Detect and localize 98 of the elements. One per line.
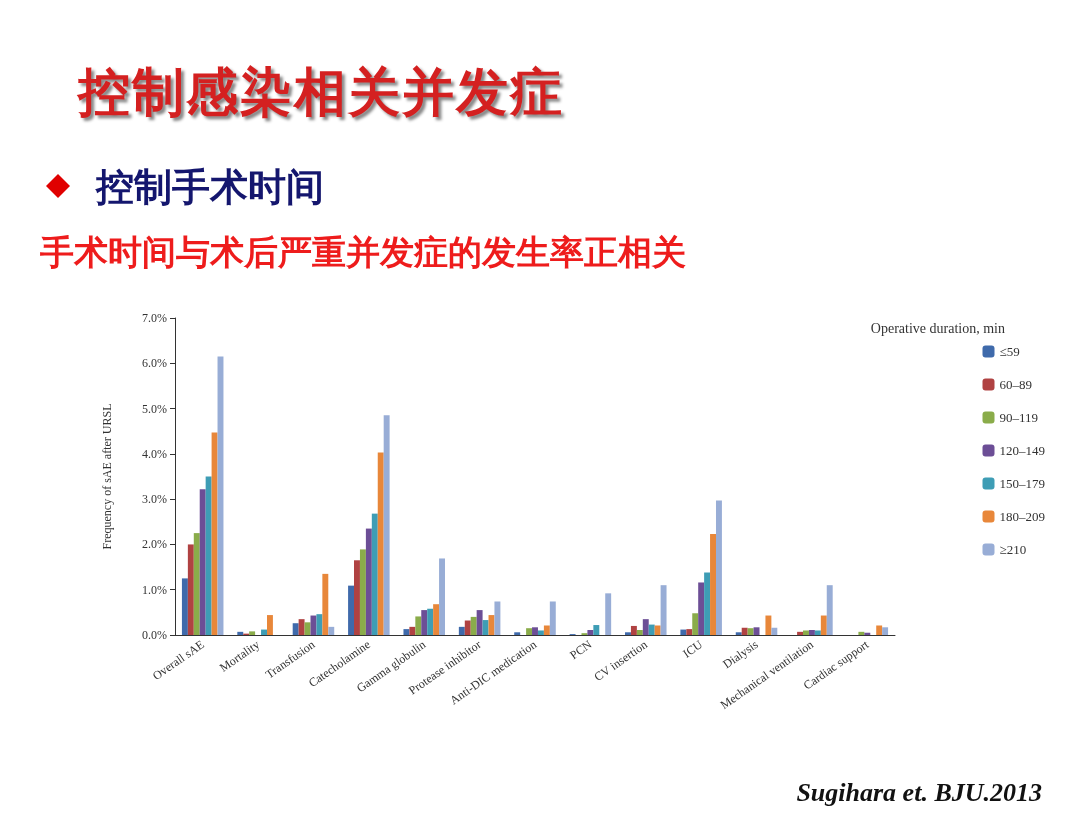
bar <box>187 544 194 635</box>
bar <box>625 632 631 635</box>
bar <box>439 558 445 635</box>
bar <box>193 533 200 635</box>
bar <box>199 489 206 635</box>
y-axis-title: Frequency of sAE after URSL <box>100 403 114 550</box>
y-tick-label: 7.0% <box>142 311 167 325</box>
legend-label: ≥210 <box>999 542 1027 557</box>
bar <box>710 534 716 635</box>
bar <box>476 610 483 635</box>
bar <box>421 610 428 635</box>
bar <box>371 513 378 635</box>
bar <box>747 628 754 635</box>
bar <box>686 629 693 635</box>
bar <box>415 616 422 635</box>
bar <box>494 601 501 635</box>
bar <box>704 572 711 635</box>
legend-title: Operative duration, min <box>870 320 1006 336</box>
legend-label: 90–119 <box>999 410 1039 425</box>
bar <box>741 627 748 635</box>
bar <box>864 632 871 635</box>
y-tick-label: 0.0% <box>142 628 167 642</box>
y-tick-label: 4.0% <box>142 446 167 461</box>
bar <box>814 630 821 635</box>
bar <box>660 585 667 635</box>
bar <box>298 619 305 635</box>
bar <box>771 627 778 635</box>
bar <box>636 630 643 635</box>
bar <box>205 476 212 635</box>
bar <box>605 593 612 635</box>
bar <box>698 582 705 635</box>
bar <box>680 629 687 635</box>
y-tick-label: 6.0% <box>142 356 167 371</box>
bar <box>316 614 323 635</box>
text: Sugihara et. BJU.2013 <box>796 778 1042 808</box>
bar <box>654 625 661 635</box>
chart-title: 控制感染相关并发症 <box>78 61 564 124</box>
bar <box>427 608 434 635</box>
bar <box>359 549 366 635</box>
bar <box>237 631 244 635</box>
bar <box>354 560 360 635</box>
y-tick-label: 1.0% <box>142 582 167 597</box>
legend-label: 150–179 <box>999 476 1045 491</box>
bar <box>458 626 465 635</box>
bar <box>587 630 594 635</box>
bar <box>211 432 218 635</box>
bar <box>292 623 299 635</box>
text: 手术时间与术后严重并发症的发生率正相关 <box>40 231 686 274</box>
bar <box>514 632 521 635</box>
bar <box>409 626 416 635</box>
y-tick-label: 3.0% <box>142 492 167 507</box>
legend-label: ≤59 <box>999 344 1020 359</box>
bar <box>261 629 267 635</box>
y-tick-label: 5.0% <box>142 401 167 416</box>
bar <box>322 573 329 635</box>
bar <box>765 615 772 635</box>
bar <box>526 628 533 635</box>
bar <box>543 625 550 635</box>
legend-label: 180–209 <box>999 509 1045 524</box>
bar <box>403 629 410 635</box>
x-tick-label: PCN <box>567 637 595 663</box>
bar <box>482 620 489 635</box>
bar <box>876 625 883 635</box>
bar <box>470 616 477 635</box>
bar <box>826 585 833 635</box>
bar <box>537 630 544 635</box>
bar <box>249 631 256 635</box>
bar <box>433 604 440 635</box>
bar <box>715 500 722 635</box>
legend-label: 60–89 <box>999 377 1032 392</box>
bar <box>803 630 809 635</box>
bar <box>630 625 637 635</box>
bar <box>310 615 317 635</box>
bar <box>593 625 600 635</box>
bar <box>377 452 384 635</box>
chart-subtitle: 控制手术时间 <box>96 164 324 211</box>
bar <box>753 627 760 635</box>
bar <box>181 578 188 635</box>
bar <box>820 615 827 635</box>
bar <box>464 620 471 635</box>
bar <box>532 627 538 635</box>
bar <box>642 619 649 635</box>
legend-label: 120–149 <box>999 443 1045 458</box>
bar <box>266 615 273 635</box>
bar <box>549 601 556 635</box>
bar <box>648 624 655 635</box>
bar <box>797 631 804 635</box>
bar <box>692 613 699 635</box>
bar <box>808 630 815 635</box>
bar <box>882 627 889 635</box>
bar <box>383 415 390 635</box>
y-tick-label: 2.0% <box>142 537 167 552</box>
bar <box>735 632 742 635</box>
bar <box>365 528 372 635</box>
bar <box>328 626 335 635</box>
x-tick-label: ICU <box>680 637 706 661</box>
bar <box>348 585 355 635</box>
bar <box>858 631 865 635</box>
